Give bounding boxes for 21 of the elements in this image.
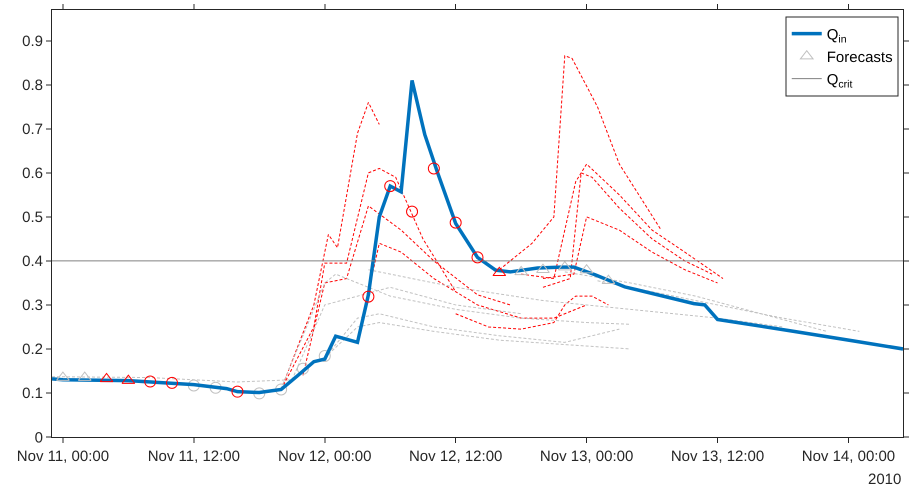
text: 2010 — [868, 471, 902, 488]
y-tick-label: 0.7 — [22, 121, 43, 138]
legend-label: Forecasts — [826, 49, 893, 66]
legend-label: Q$_{crit}$ — [826, 72, 852, 91]
y-tick-label: 0.4 — [22, 253, 43, 270]
x-tick-label: Nov 11, 12:00 — [148, 448, 240, 465]
y-tick-label: 0.6 — [22, 165, 43, 182]
y-tick-label: 0.1 — [22, 385, 43, 402]
legend-label: Q$_{in}$ — [826, 26, 847, 46]
x-tick-label: Nov 12, 00:00 — [278, 448, 372, 465]
x-tick-label: Nov 11, 00:00 — [16, 448, 110, 465]
x-tick-label: Nov 13, 12:00 — [670, 448, 764, 465]
x-tick-label: Nov 12, 12:00 — [408, 448, 502, 465]
y-tick-label: 0.2 — [22, 341, 43, 358]
y-tick-label: 0.3 — [22, 297, 43, 314]
x-tick-label: Nov 14, 00:00 — [802, 448, 896, 465]
x-tick-label: Nov 13, 00:00 — [540, 448, 634, 465]
y-tick-label: 0.8 — [22, 77, 43, 94]
y-tick-label: 0.5 — [22, 209, 43, 226]
y-tick-label: 0 — [34, 429, 43, 446]
y-tick-label: 0.9 — [22, 33, 43, 50]
